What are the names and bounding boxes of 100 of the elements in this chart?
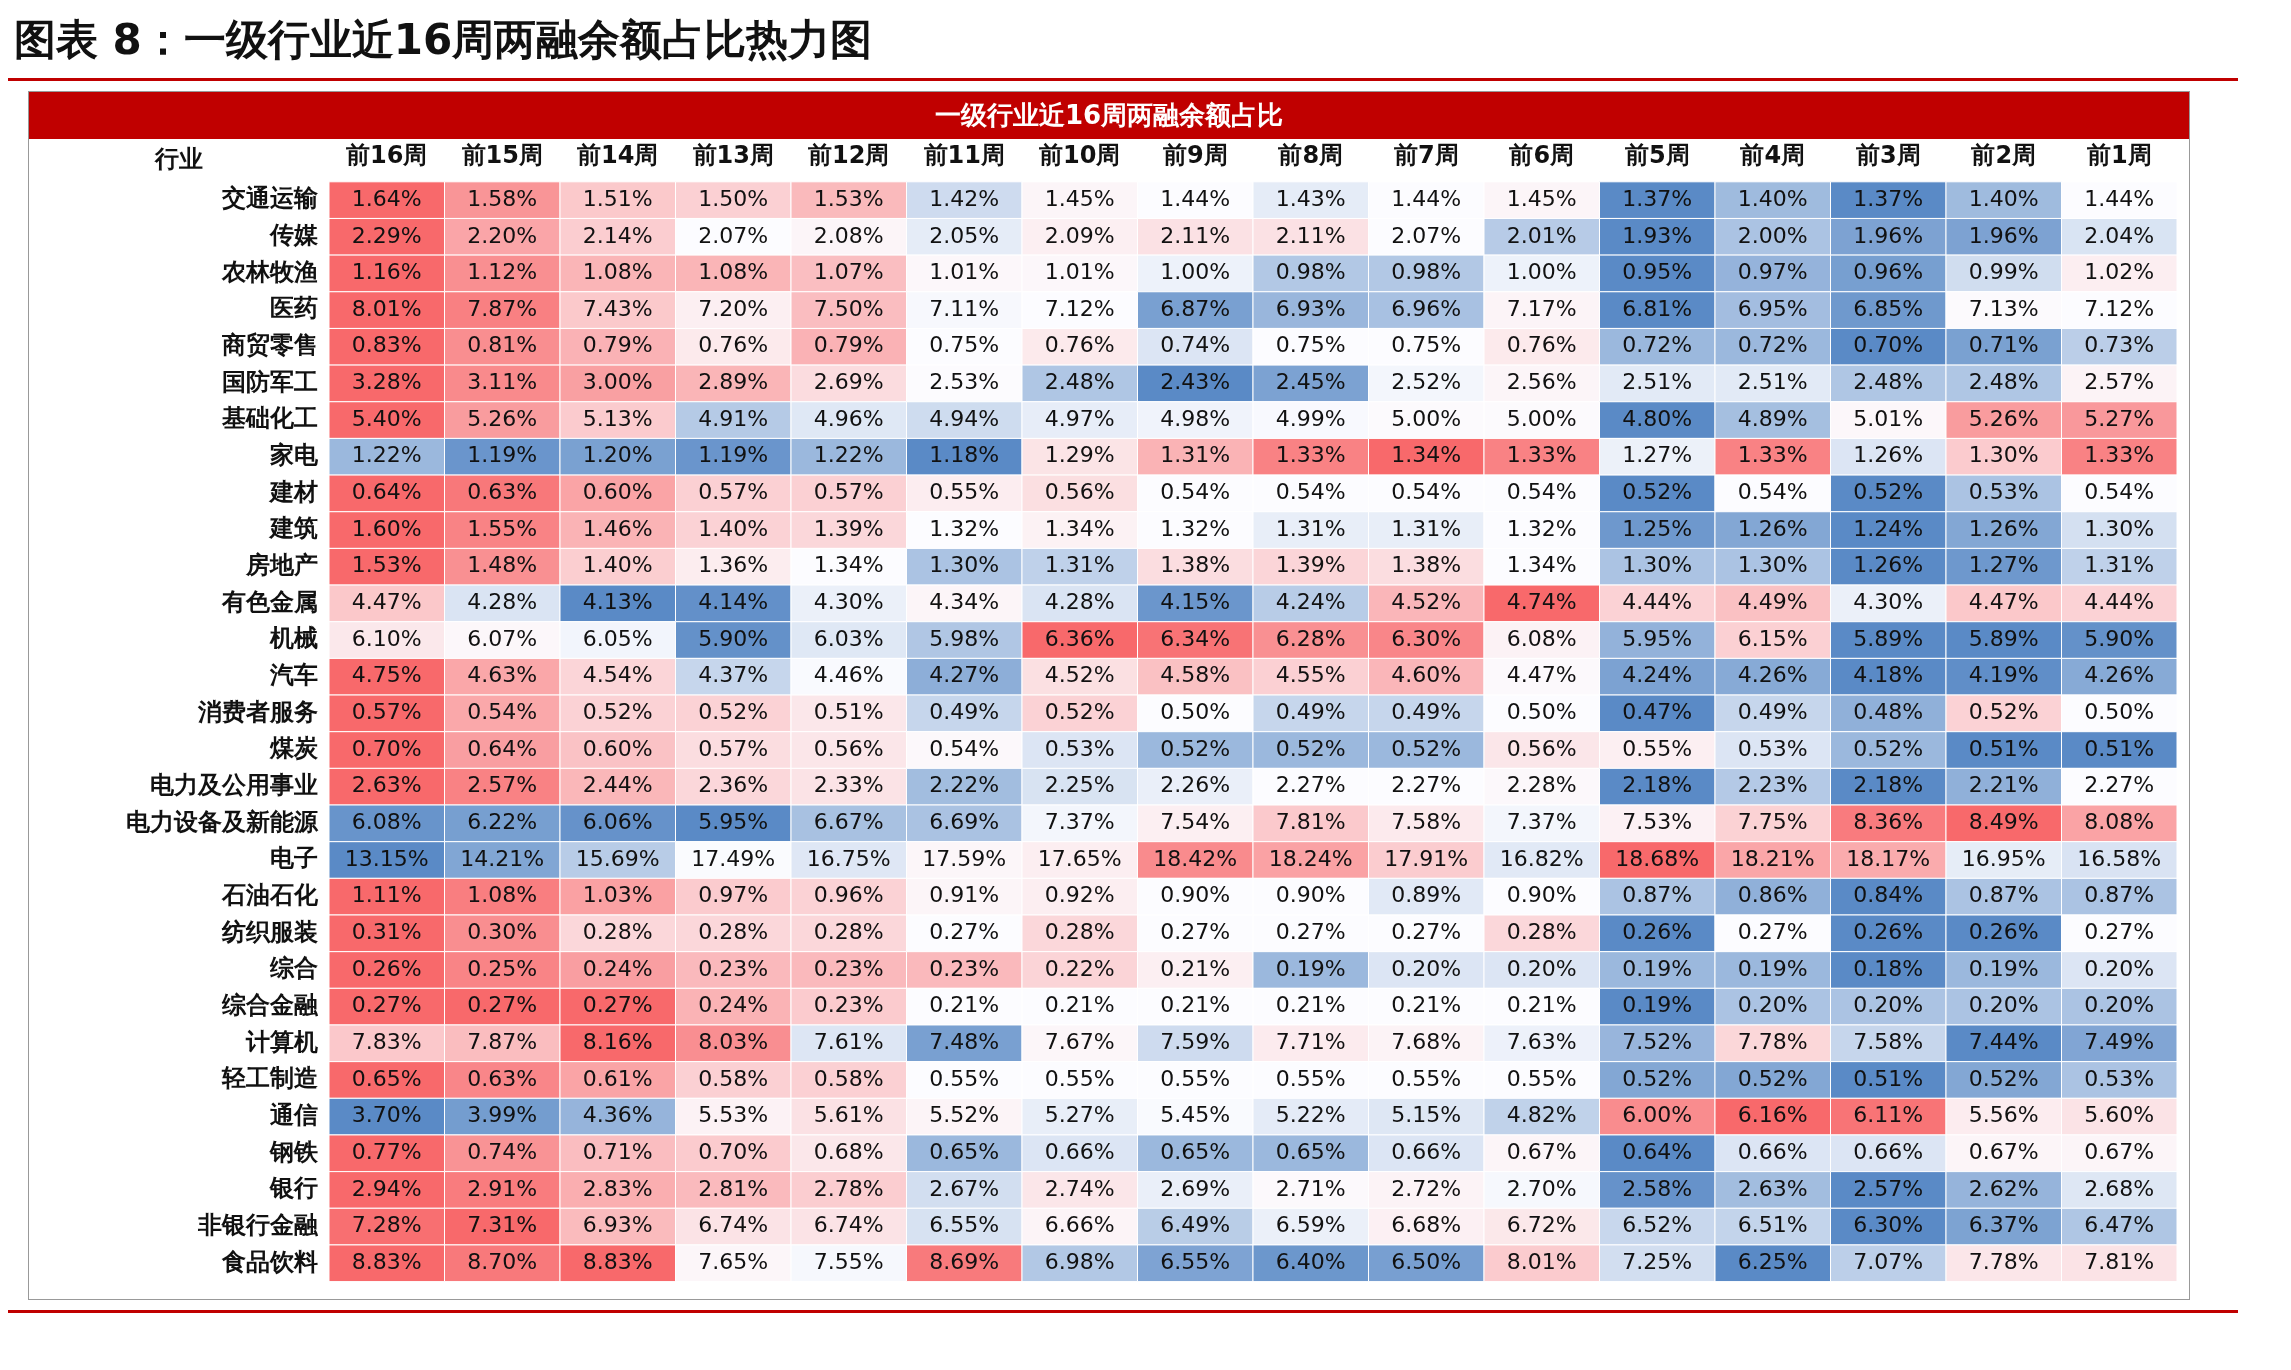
data-label: 1.00%	[1506, 259, 1577, 285]
data-label: 1.37%	[1622, 185, 1693, 211]
data-label: 0.19%	[1275, 955, 1346, 981]
x-tick-label: 前16周	[345, 140, 428, 169]
data-label: 2.57%	[1853, 1175, 1924, 1201]
data-label: 1.36%	[698, 552, 769, 578]
data-label: 6.93%	[1275, 295, 1346, 321]
data-label: 0.18%	[1853, 955, 1924, 981]
data-label: 0.52%	[1622, 1065, 1693, 1091]
data-label: 5.89%	[1853, 625, 1924, 651]
data-label: 2.89%	[698, 369, 769, 395]
data-label: 5.13%	[582, 405, 653, 431]
data-label: 1.30%	[2084, 515, 2155, 541]
data-label: 0.70%	[351, 735, 422, 761]
data-label: 1.51%	[582, 185, 653, 211]
data-label: 5.15%	[1391, 1102, 1462, 1128]
data-label: 5.45%	[1160, 1102, 1231, 1128]
data-label: 7.83%	[351, 1029, 422, 1055]
data-label: 0.72%	[1737, 332, 1808, 358]
y-tick-label: 石油石化	[221, 880, 319, 909]
data-label: 0.75%	[929, 332, 1000, 358]
data-label: 0.74%	[1160, 332, 1231, 358]
data-label: 7.43%	[582, 295, 653, 321]
y-tick-label: 钢铁	[269, 1137, 319, 1166]
data-label: 7.44%	[1968, 1029, 2039, 1055]
data-label: 5.26%	[1968, 405, 2039, 431]
data-label: 2.05%	[929, 222, 1000, 248]
data-label: 7.54%	[1160, 809, 1231, 835]
data-label: 7.13%	[1968, 295, 2039, 321]
data-label: 0.86%	[1737, 882, 1808, 908]
data-label: 0.26%	[1622, 919, 1693, 945]
data-label: 2.51%	[1737, 369, 1808, 395]
data-label: 8.69%	[929, 1248, 1000, 1274]
data-label: 2.67%	[929, 1175, 1000, 1201]
data-label: 0.53%	[2084, 1065, 2155, 1091]
x-tick-label: 前9周	[1161, 140, 1228, 169]
data-label: 1.32%	[929, 515, 1000, 541]
x-tick-label: 前11周	[922, 140, 1005, 169]
data-label: 1.44%	[1160, 185, 1231, 211]
data-label: 1.26%	[1968, 515, 2039, 541]
data-label: 0.58%	[813, 1065, 884, 1091]
y-tick-label: 国防军工	[222, 367, 318, 396]
data-label: 0.54%	[1391, 479, 1462, 505]
data-label: 0.56%	[1044, 479, 1115, 505]
data-label: 4.52%	[1044, 662, 1115, 688]
data-label: 1.48%	[467, 552, 538, 578]
data-label: 0.20%	[1506, 955, 1577, 981]
data-label: 1.34%	[1506, 552, 1577, 578]
data-label: 1.39%	[1275, 552, 1346, 578]
data-label: 1.08%	[698, 259, 769, 285]
data-label: 0.55%	[1506, 1065, 1577, 1091]
data-label: 2.28%	[1506, 772, 1577, 798]
data-label: 7.55%	[813, 1248, 884, 1274]
data-label: 6.50%	[1391, 1248, 1462, 1274]
data-label: 0.90%	[1506, 882, 1577, 908]
data-label: 1.34%	[1391, 442, 1462, 468]
data-label: 0.52%	[1853, 735, 1924, 761]
data-label: 4.82%	[1506, 1102, 1577, 1128]
data-label: 4.75%	[351, 662, 422, 688]
data-label: 0.55%	[929, 479, 1000, 505]
data-label: 0.57%	[351, 699, 422, 725]
data-label: 7.53%	[1622, 809, 1693, 835]
data-label: 1.16%	[351, 259, 422, 285]
data-label: 0.56%	[813, 735, 884, 761]
data-label: 0.54%	[1737, 479, 1808, 505]
data-label: 0.56%	[1506, 735, 1577, 761]
data-label: 7.61%	[813, 1029, 884, 1055]
data-label: 0.49%	[1391, 699, 1462, 725]
data-label: 4.27%	[929, 662, 1000, 688]
y-tick-label: 综合金融	[221, 990, 319, 1019]
data-label: 0.57%	[698, 479, 769, 505]
data-label: 2.27%	[2084, 772, 2155, 798]
data-label: 6.98%	[1044, 1248, 1115, 1274]
data-label: 2.23%	[1737, 772, 1808, 798]
data-label: 2.29%	[351, 222, 422, 248]
data-label: 2.53%	[929, 369, 1000, 395]
data-label: 5.98%	[929, 625, 1000, 651]
data-label: 6.03%	[813, 625, 884, 651]
data-label: 4.47%	[1968, 589, 2039, 615]
data-label: 7.63%	[1506, 1029, 1577, 1055]
data-label: 5.26%	[467, 405, 538, 431]
data-label: 5.27%	[2084, 405, 2155, 431]
data-label: 7.20%	[698, 295, 769, 321]
data-label: 0.21%	[1160, 955, 1231, 981]
data-label: 3.99%	[467, 1102, 538, 1128]
y-tick-label: 电子	[270, 844, 318, 873]
data-label: 6.95%	[1737, 295, 1808, 321]
data-label: 1.19%	[698, 442, 769, 468]
data-label: 1.42%	[929, 185, 1000, 211]
y-tick-label: 通信	[269, 1100, 318, 1129]
data-label: 0.76%	[698, 332, 769, 358]
data-label: 2.48%	[1968, 369, 2039, 395]
data-label: 2.22%	[929, 772, 1000, 798]
data-label: 7.87%	[467, 1029, 538, 1055]
data-label: 0.19%	[1737, 955, 1808, 981]
data-label: 4.47%	[351, 589, 422, 615]
data-label: 6.30%	[1853, 1212, 1924, 1238]
data-label: 0.76%	[1506, 332, 1577, 358]
data-label: 0.21%	[1275, 992, 1346, 1018]
x-tick-label: 前13周	[691, 140, 774, 169]
